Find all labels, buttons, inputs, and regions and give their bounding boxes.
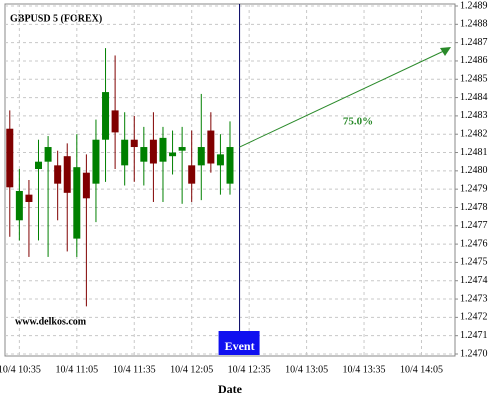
y-tick-label: 1.2470 <box>460 348 488 359</box>
y-tick-label: 1.2471 <box>460 330 488 341</box>
candle-body <box>25 194 33 202</box>
candle-body <box>54 165 62 184</box>
y-tick-label: 1.2484 <box>460 92 488 103</box>
arrow-head <box>440 47 451 56</box>
y-tick-label: 1.2488 <box>460 19 488 30</box>
candle-body <box>82 172 90 199</box>
x-axis-label: Date <box>218 382 243 396</box>
candle-body <box>63 156 71 193</box>
x-tick-label: 10/4 11:05 <box>55 364 98 375</box>
y-tick-label: 1.2483 <box>460 110 488 121</box>
y-tick-label: 1.2487 <box>460 37 488 48</box>
y-tick-label: 1.2479 <box>460 183 488 194</box>
y-tick-label: 1.2474 <box>460 275 488 286</box>
candle-body <box>140 147 148 162</box>
y-tick-label: 1.2481 <box>460 147 488 158</box>
candle-body <box>102 92 110 140</box>
candle-body <box>130 139 138 148</box>
x-tick-label: 10/4 11:35 <box>113 364 156 375</box>
x-tick-label: 10/4 12:35 <box>228 364 271 375</box>
candle-body <box>35 161 43 170</box>
y-tick-label: 1.2472 <box>460 312 488 323</box>
watermark: www.delkos.com <box>15 316 87 327</box>
candle-body <box>149 139 157 164</box>
candle-body <box>169 152 177 157</box>
x-tick-label: 10/4 13:35 <box>343 364 386 375</box>
y-tick-label: 1.2478 <box>460 202 488 213</box>
annotation: 75.0% <box>343 116 373 128</box>
x-tick-label: 10/4 10:35 <box>0 364 41 375</box>
chart-title: GBPUSD 5 (FOREX) <box>10 13 102 24</box>
candle-body <box>188 165 196 184</box>
candle-body <box>121 139 129 166</box>
candle-body <box>73 167 81 239</box>
candle-body <box>111 110 119 133</box>
candle-body <box>207 130 215 164</box>
candle-body <box>15 190 23 221</box>
candle-body <box>216 154 224 166</box>
candle-body <box>6 128 14 188</box>
y-tick-label: 1.2473 <box>460 293 488 304</box>
candle-body <box>92 139 100 184</box>
y-tick-label: 1.2486 <box>460 55 488 66</box>
projection-arrow <box>239 48 449 148</box>
candle-body <box>197 147 205 166</box>
event-box <box>218 331 260 355</box>
y-tick-label: 1.2480 <box>460 165 488 176</box>
candle-body <box>44 147 52 162</box>
y-tick-label: 1.2485 <box>460 74 488 85</box>
y-tick-label: 1.2482 <box>460 129 488 140</box>
y-tick-label: 1.2489 <box>460 0 488 11</box>
y-tick-label: 1.2475 <box>460 257 488 268</box>
candle-body <box>178 147 186 151</box>
event-label: Event <box>225 339 255 353</box>
x-tick-label: 10/4 14:05 <box>400 364 443 375</box>
candle-body <box>159 137 167 162</box>
candle-body <box>226 147 234 184</box>
y-tick-label: 1.2477 <box>460 220 488 231</box>
x-tick-label: 10/4 12:05 <box>170 364 213 375</box>
x-tick-label: 10/4 13:05 <box>285 364 328 375</box>
y-tick-label: 1.2476 <box>460 238 488 249</box>
